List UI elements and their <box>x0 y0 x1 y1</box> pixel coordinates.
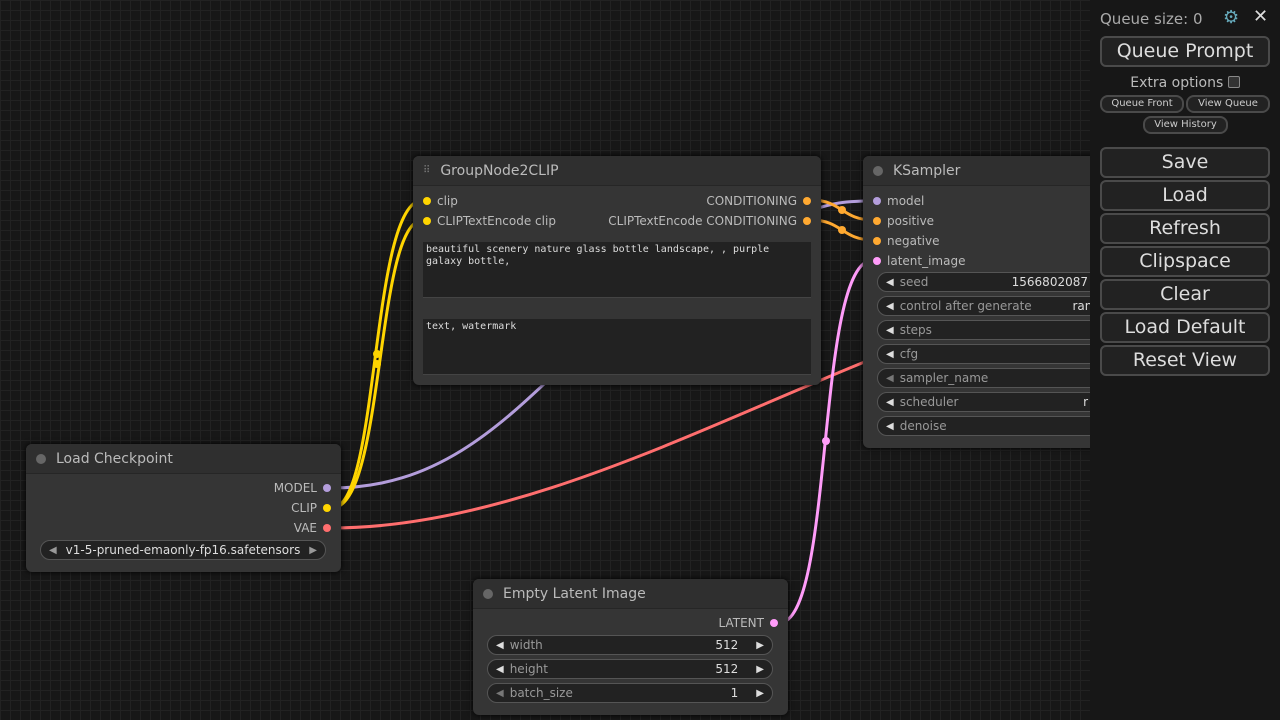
decrement-arrow-icon[interactable]: ◀ <box>886 276 894 288</box>
input-cliptextencode-clip[interactable]: CLIPTextEncode clip <box>417 211 556 231</box>
reset-view-button[interactable]: Reset View <box>1100 345 1270 376</box>
widget-control-after-generate[interactable]: ◀ control after generate rand <box>877 296 1117 316</box>
empty-latent-image-node[interactable]: Empty Latent Image LATENT ◀ width 512 ▶ ◀ he… <box>473 579 788 715</box>
widget-seed[interactable]: ◀ seed 1566802087 <box>877 272 1117 292</box>
decrement-arrow-icon[interactable]: ◀ <box>886 348 894 360</box>
input-positive[interactable]: positive <box>867 211 934 231</box>
decrement-arrow-icon[interactable]: ◀ <box>886 396 894 408</box>
widget-sampler-name[interactable]: ◀ sampler_name <box>877 368 1117 388</box>
next-arrow-icon[interactable]: ▶ <box>309 544 317 556</box>
increment-arrow-icon[interactable]: ▶ <box>756 663 764 675</box>
prev-arrow-icon[interactable]: ◀ <box>49 544 57 556</box>
queue-prompt-button[interactable]: Queue Prompt <box>1100 36 1270 67</box>
widget-denoise[interactable]: ◀ denoise <box>877 416 1117 436</box>
gear-icon[interactable]: ⚙ <box>1223 7 1240 28</box>
output-vae[interactable]: VAE <box>294 518 337 538</box>
collapse-dot[interactable] <box>483 588 493 599</box>
ksampler-node[interactable]: KSampler model positive negative latent_… <box>863 156 1123 448</box>
negative-prompt-textarea[interactable]: text, watermark <box>423 319 811 375</box>
decrement-arrow-icon[interactable]: ◀ <box>886 420 894 432</box>
group-node-2clip[interactable]: ⠿ GroupNode2CLIP clip CLIPTextEncode clip… <box>413 156 821 385</box>
node-title[interactable]: KSampler <box>863 156 1123 186</box>
widget-height[interactable]: ◀ height 512 ▶ <box>487 659 773 679</box>
decrement-arrow-icon[interactable]: ◀ <box>886 372 894 384</box>
input-negative[interactable]: negative <box>867 231 939 251</box>
extra-options-checkbox[interactable] <box>1227 76 1240 88</box>
node-title[interactable]: Empty Latent Image <box>473 579 788 609</box>
widget-batch-size[interactable]: ◀ batch_size 1 ▶ <box>487 683 773 703</box>
grip-icon: ⠿ <box>423 165 431 176</box>
load-default-button[interactable]: Load Default <box>1100 312 1270 343</box>
positive-prompt-textarea[interactable]: beautiful scenery nature glass bottle la… <box>423 242 811 298</box>
increment-arrow-icon[interactable]: ▶ <box>756 687 764 699</box>
collapse-dot[interactable] <box>36 453 46 464</box>
widget-ckpt-name[interactable]: ◀ v1-5-pruned-emaonly-fp16.safetensors ▶ <box>40 540 326 560</box>
clear-button[interactable]: Clear <box>1100 279 1270 310</box>
decrement-arrow-icon[interactable]: ◀ <box>886 324 894 336</box>
widget-width[interactable]: ◀ width 512 ▶ <box>487 635 773 655</box>
decrement-arrow-icon[interactable]: ◀ <box>886 300 894 312</box>
widget-steps[interactable]: ◀ steps <box>877 320 1117 340</box>
widget-cfg[interactable]: ◀ cfg <box>877 344 1117 364</box>
increment-arrow-icon[interactable]: ▶ <box>756 639 764 651</box>
extra-options: Extra options <box>1090 75 1280 91</box>
save-button[interactable]: Save <box>1100 147 1270 178</box>
output-model[interactable]: MODEL <box>274 478 337 498</box>
load-checkpoint-node[interactable]: Load Checkpoint MODEL CLIP VAE ◀ v1-5-pru… <box>26 444 341 572</box>
decrement-arrow-icon[interactable]: ◀ <box>496 687 504 699</box>
decrement-arrow-icon[interactable]: ◀ <box>496 639 504 651</box>
refresh-button[interactable]: Refresh <box>1100 213 1270 244</box>
node-title[interactable]: Load Checkpoint <box>26 444 341 474</box>
side-menu: Queue size: 0 ⚙ ✕ Queue Prompt Extra opt… <box>1090 0 1280 720</box>
output-conditioning[interactable]: CONDITIONING <box>706 191 817 211</box>
node-title[interactable]: ⠿ GroupNode2CLIP <box>413 156 821 186</box>
queue-size: Queue size: 0 <box>1100 10 1203 28</box>
output-clip[interactable]: CLIP <box>291 498 337 518</box>
input-latent-image[interactable]: latent_image <box>867 251 965 271</box>
clipspace-button[interactable]: Clipspace <box>1100 246 1270 277</box>
input-clip[interactable]: clip <box>417 191 458 211</box>
load-button[interactable]: Load <box>1100 180 1270 211</box>
widget-scheduler[interactable]: ◀ scheduler r <box>877 392 1117 412</box>
output-cliptextencode-conditioning[interactable]: CLIPTextEncode CONDITIONING <box>608 211 817 231</box>
queue-front-button[interactable]: Queue Front <box>1100 95 1184 113</box>
decrement-arrow-icon[interactable]: ◀ <box>496 663 504 675</box>
collapse-dot[interactable] <box>873 165 883 176</box>
view-history-button[interactable]: View History <box>1143 116 1228 134</box>
input-model[interactable]: model <box>867 191 924 211</box>
close-icon[interactable]: ✕ <box>1253 6 1269 27</box>
view-queue-button[interactable]: View Queue <box>1186 95 1270 113</box>
output-latent[interactable]: LATENT <box>719 613 784 633</box>
